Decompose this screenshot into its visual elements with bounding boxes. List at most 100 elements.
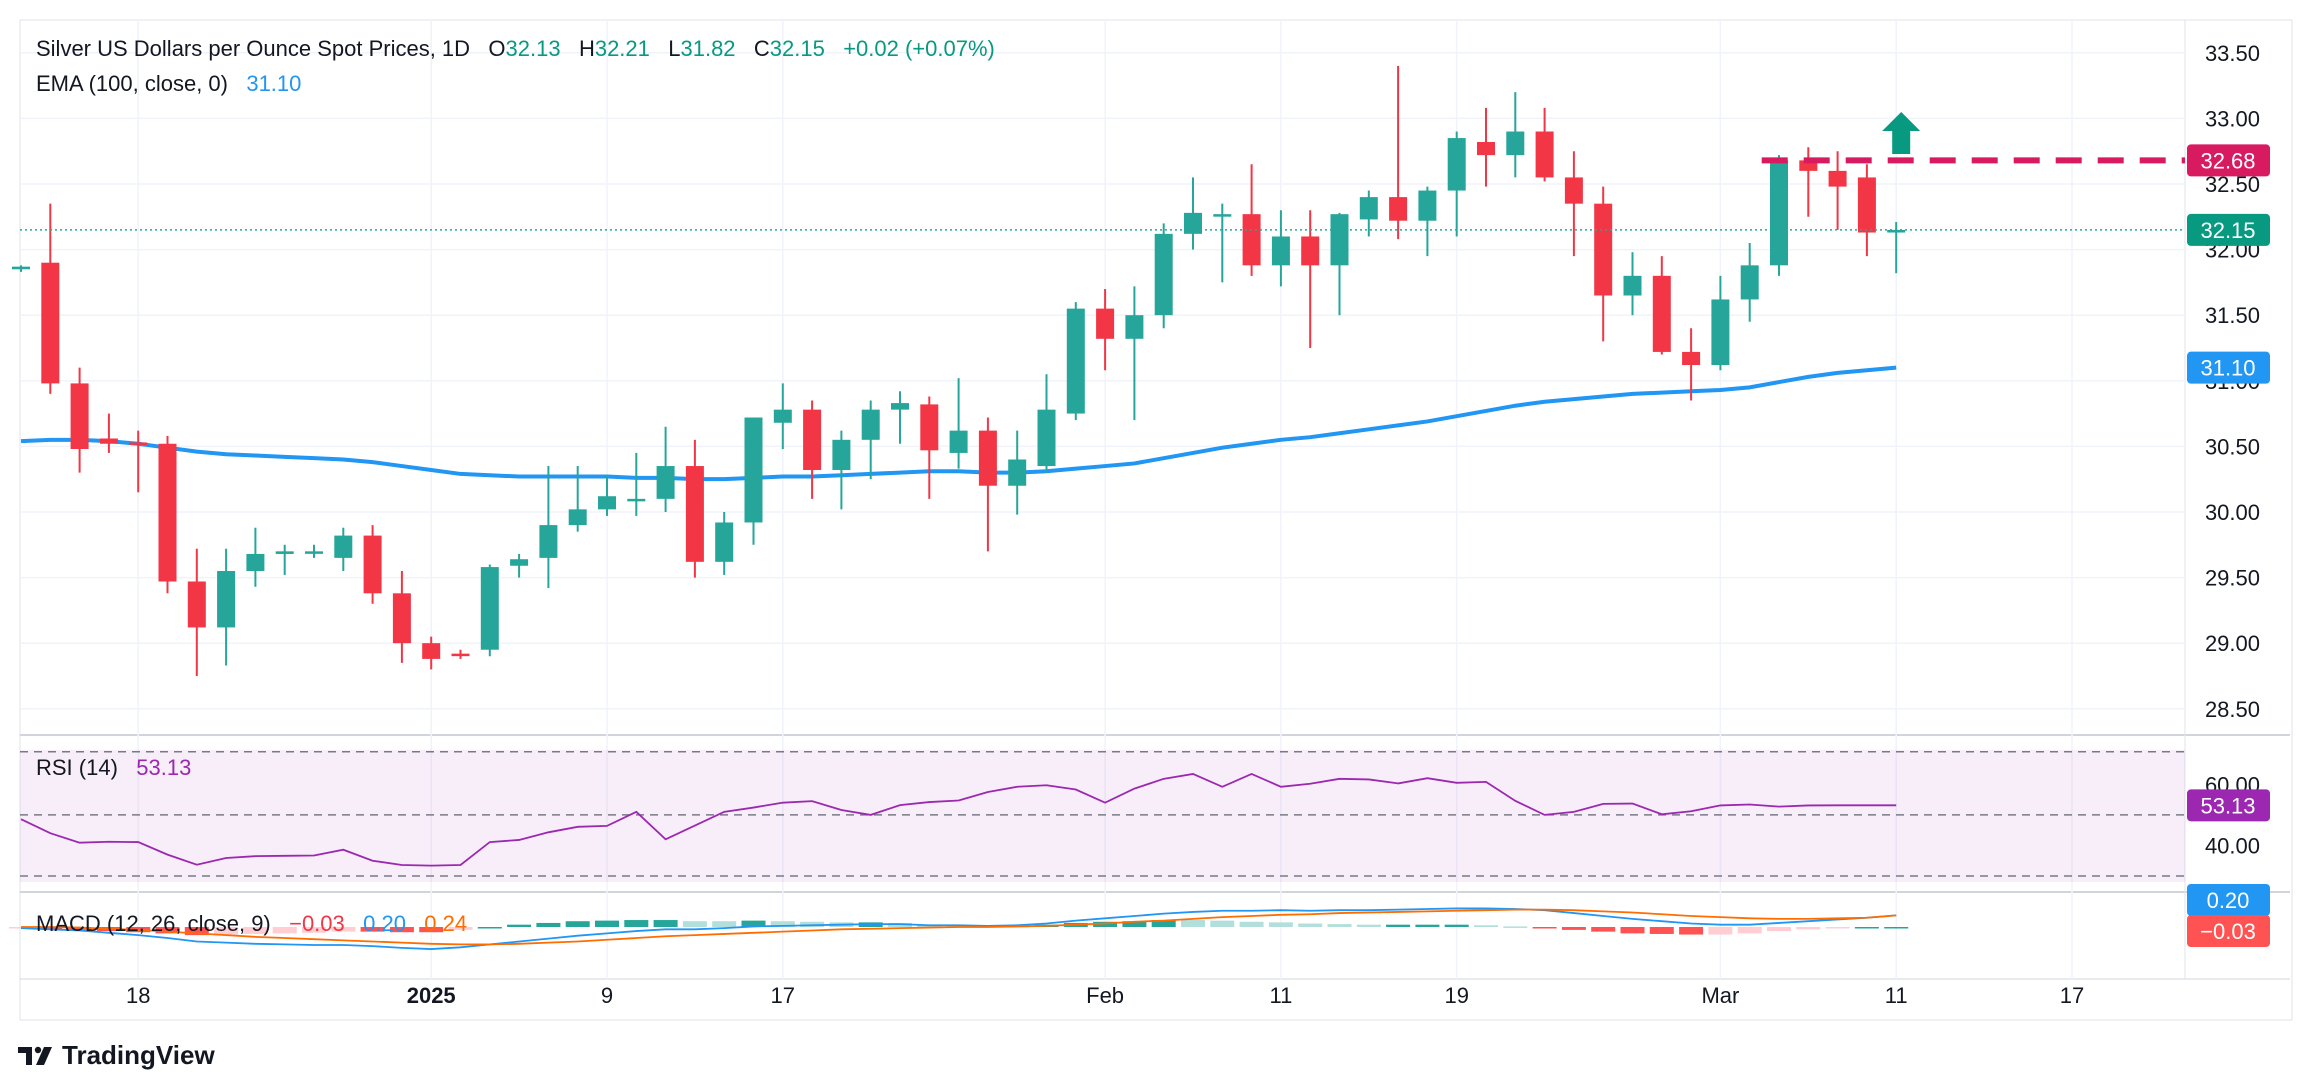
candle-body <box>1008 459 1027 486</box>
candle-body <box>334 535 353 558</box>
candle-body <box>715 522 734 562</box>
candle <box>744 417 763 545</box>
candle <box>1535 107 1554 182</box>
candle-body <box>510 559 529 566</box>
candle <box>1389 65 1408 240</box>
last-price-badge: 32.15 <box>2187 213 2270 246</box>
candle-body <box>1418 190 1437 221</box>
candle <box>1154 223 1173 329</box>
candle-body <box>99 438 118 444</box>
candle-body <box>1154 233 1173 316</box>
tradingview-logo-icon <box>18 1046 52 1065</box>
macd-line-badge-bg <box>2187 884 2270 916</box>
close-label: C <box>753 36 770 61</box>
candle <box>363 525 382 604</box>
macd-histogram-bar <box>1884 927 1909 929</box>
macd-legend[interactable]: MACD (12, 26, close, 9) −0.03 0.20 0.24 <box>36 911 467 937</box>
candle-body <box>1037 409 1056 467</box>
candle-body <box>363 535 382 594</box>
candle <box>1125 286 1144 421</box>
candle-body <box>1828 170 1847 187</box>
price-tick-label: 33.50 <box>2205 41 2260 66</box>
macd-histogram-bar <box>770 921 795 927</box>
candle <box>1623 252 1642 316</box>
candle-body <box>1301 236 1320 266</box>
candle-body <box>568 509 587 526</box>
ema-legend-value: 31.10 <box>246 71 302 96</box>
last-price-badge-bg <box>2187 213 2270 246</box>
change-value: +0.02 (+0.07%) <box>843 36 995 61</box>
macd-histogram-bar <box>272 927 297 934</box>
candle <box>158 435 177 594</box>
candle <box>99 413 118 453</box>
macd-signal-line <box>21 908 1897 946</box>
candle-body <box>422 643 441 659</box>
candle <box>12 265 30 272</box>
price-tick-label: 29.50 <box>2205 566 2260 591</box>
macd-line <box>20 907 1897 950</box>
x-tick-label: 11 <box>1269 983 1292 1008</box>
candle <box>685 439 704 578</box>
macd-legend-line: 0.20 <box>363 911 406 936</box>
macd-histogram-bar <box>1649 927 1674 934</box>
macd-histogram-bar <box>536 922 561 927</box>
candle <box>1857 164 1876 257</box>
candle-body <box>744 417 763 523</box>
candle <box>334 527 353 572</box>
candle-body <box>305 551 323 554</box>
candle <box>41 203 60 394</box>
candle-body <box>1799 160 1818 171</box>
macd-histogram-bar <box>1122 921 1147 927</box>
candle-body <box>70 383 89 449</box>
candle <box>1447 131 1466 237</box>
macd-hist-badge-text: −0.03 <box>2200 919 2256 944</box>
ema-badge-bg <box>2187 351 2270 384</box>
close-value: 32.15 <box>769 36 825 61</box>
macd-histogram-bar <box>1737 927 1762 934</box>
macd-histogram-bar <box>243 927 268 934</box>
macd-histogram-bar <box>653 920 678 927</box>
price-tick-label: 33.00 <box>2205 106 2260 131</box>
candle <box>129 430 148 493</box>
macd-histogram-bar <box>1854 927 1879 929</box>
macd-histogram-bar <box>214 927 239 935</box>
macd-histogram-bar <box>565 921 590 927</box>
candle-body <box>1652 275 1671 352</box>
macd-histogram-bar <box>1356 924 1381 927</box>
tradingview-logo[interactable]: TradingView <box>18 1040 215 1071</box>
candle-body <box>949 430 968 453</box>
candle-body <box>158 443 177 582</box>
open-label: O <box>488 36 506 61</box>
macd-histogram-bar <box>38 927 63 930</box>
macd-histogram-bar <box>682 921 707 927</box>
rsi-badge-text: 53.13 <box>2200 793 2255 818</box>
candle-body <box>129 442 148 445</box>
x-tick-label: 9 <box>601 983 613 1008</box>
macd-legend-signal: 0.24 <box>424 911 468 936</box>
macd-hist-badge: −0.03 <box>2187 915 2270 947</box>
rsi-tick-label: 40.00 <box>2205 833 2260 858</box>
macd-line-badge: 0.20 <box>2187 884 2270 916</box>
candle-body <box>1242 214 1261 266</box>
symbol-title: Silver US Dollars per Ounce Spot Prices,… <box>36 36 471 61</box>
macd-histogram-bar <box>419 927 444 933</box>
candle <box>1740 243 1759 322</box>
candle <box>1770 155 1788 276</box>
rsi-legend[interactable]: RSI (14) 53.13 <box>36 755 191 781</box>
macd-histogram-bar <box>389 927 414 933</box>
macd-histogram-bar <box>184 927 209 936</box>
rsi-band <box>20 749 2185 882</box>
candle <box>1477 107 1495 187</box>
macd-histogram-bar <box>448 927 473 930</box>
macd-histogram-bar <box>1503 926 1528 928</box>
candle-body <box>1857 177 1876 233</box>
macd-histogram-bar <box>1679 927 1704 935</box>
x-tick-label: 2025 <box>407 983 456 1008</box>
resistance-badge-bg <box>2187 144 2270 177</box>
candle-body <box>451 653 470 657</box>
rsi-line <box>20 772 1897 867</box>
ema-legend[interactable]: EMA (100, close, 0) 31.10 <box>36 71 301 97</box>
candle <box>803 400 822 499</box>
macd-histogram-bar <box>595 920 619 927</box>
